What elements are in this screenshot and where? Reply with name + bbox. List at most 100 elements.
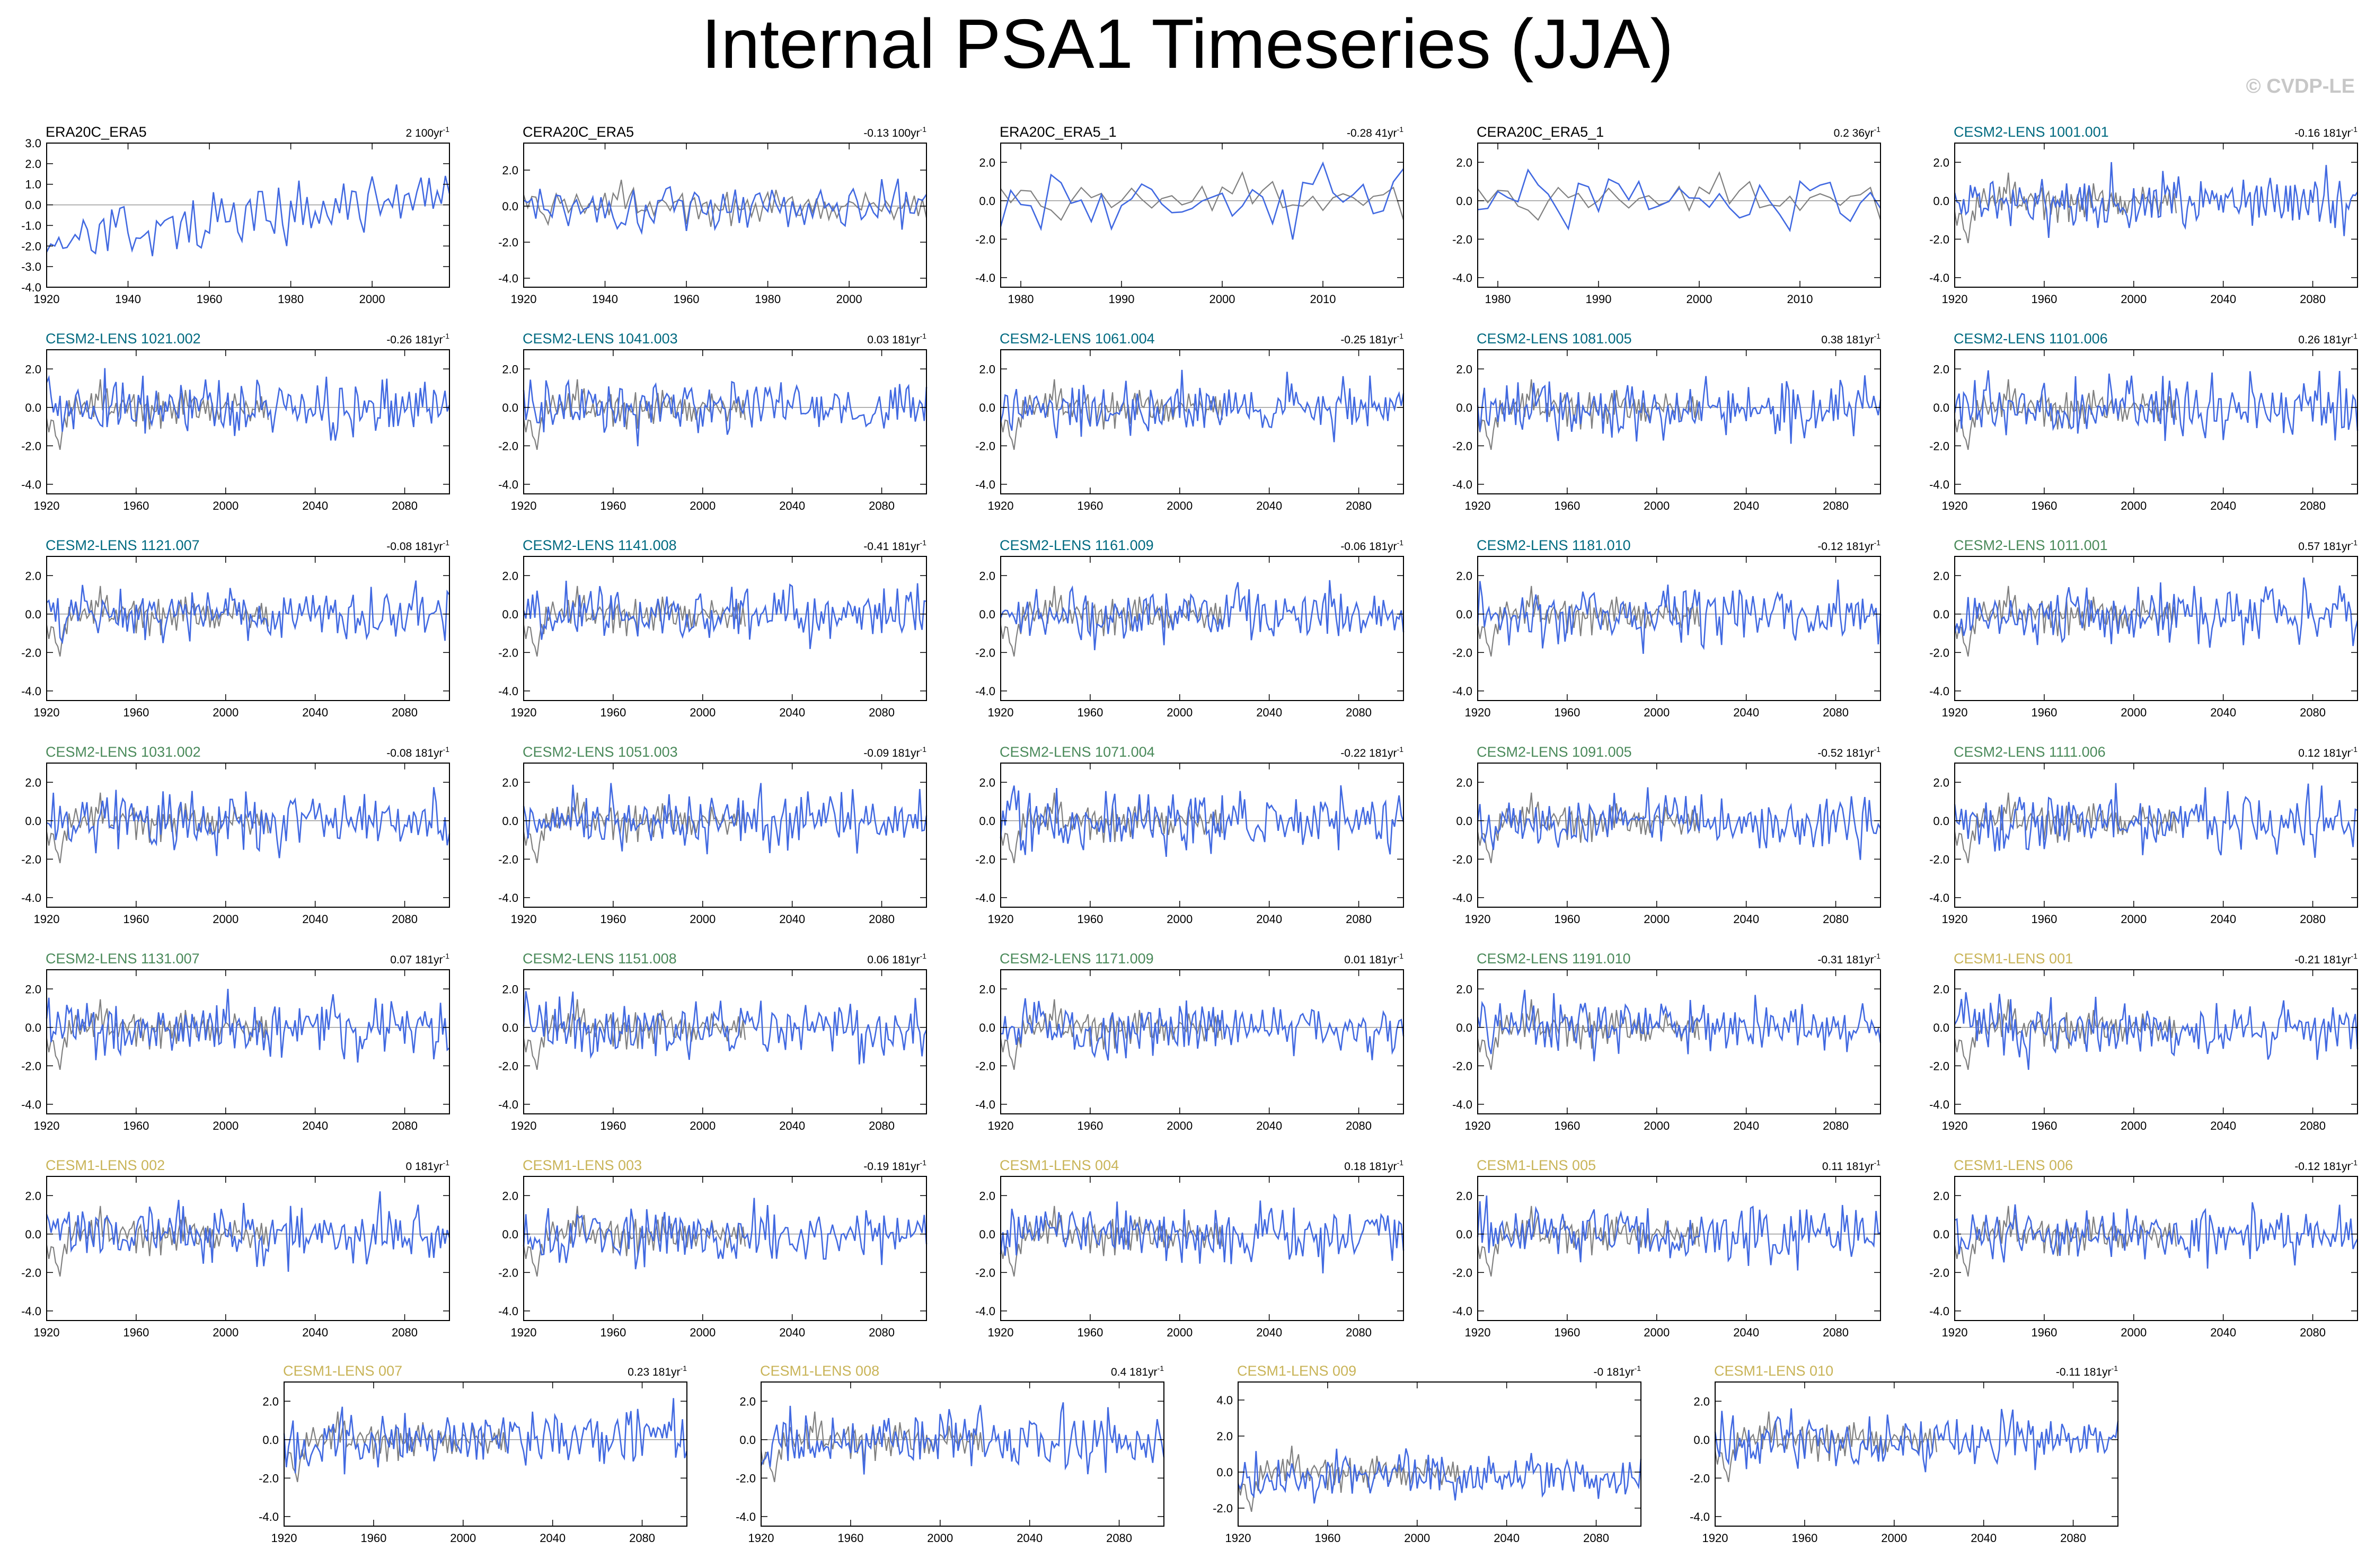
panel-5: CESM2-LENS 1001.001 -0.16 181yr-1 2.0 0.0 -2… [1929, 124, 2359, 306]
y-tick-label: 0.0 [1456, 814, 1472, 828]
y-tick-label: -2.0 [975, 1266, 995, 1279]
panel-28: CESM1-LENS 004 0.18 181yr-1 2.0 0.0 -2.0 -4.0… [975, 1157, 1405, 1339]
y-tick-label: 2.0 [1693, 1395, 1710, 1408]
observation-series-line [760, 1411, 984, 1482]
panel-title: CESM1-LENS 008 [760, 1363, 879, 1379]
x-tick-label: 2080 [2300, 1119, 2326, 1132]
x-tick-label: 1920 [1225, 1531, 1251, 1545]
y-tick-label: -2.0 [975, 1059, 995, 1073]
panel-frame [523, 143, 927, 288]
x-tick-label: 2000 [1167, 1119, 1193, 1132]
x-tick-label: 1960 [674, 293, 700, 306]
model-series-line [1000, 1200, 1405, 1274]
x-tick-label: 2040 [1017, 1531, 1043, 1545]
y-tick-label: 2.0 [979, 776, 995, 789]
x-tick-label: 1960 [1554, 499, 1580, 512]
panel-frame [1954, 143, 2358, 288]
y-tick-label: -4.0 [498, 1098, 518, 1111]
model-series-line [1000, 998, 1405, 1061]
x-tick-label: 2040 [302, 1326, 328, 1339]
x-tick-label: 1990 [1109, 293, 1135, 306]
y-tick-label: 2.0 [1456, 982, 1472, 996]
y-tick-label: 2.0 [1216, 1430, 1233, 1443]
panel-title: CERA20C_ERA5_1 [1477, 124, 1604, 140]
panel-trend: -0.06 181yr-1 [1340, 538, 1403, 553]
panel-title: CESM2-LENS 1141.008 [523, 537, 677, 553]
panel-trend: 0.2 36yr-1 [1834, 125, 1881, 139]
y-tick-label: 2.0 [1456, 569, 1472, 582]
panel-frame [1954, 1176, 2358, 1321]
y-tick-label: -2.0 [21, 1059, 41, 1073]
y-tick-label: -4.0 [498, 1305, 518, 1318]
y-tick-label: 1.0 [25, 178, 41, 191]
y-tick-label: -2.0 [975, 646, 995, 659]
x-tick-label: 1960 [1554, 706, 1580, 719]
x-tick-label: 1960 [123, 1326, 149, 1339]
x-tick-label: 2080 [1583, 1531, 1609, 1545]
y-tick-label: -2.0 [1452, 1266, 1472, 1279]
model-series-line [523, 991, 928, 1065]
x-tick-label: 2080 [2300, 913, 2326, 926]
observation-series-line [46, 379, 269, 450]
panel-16: CESM2-LENS 1031.002 -0.08 181yr-1 2.0 0.0 -2… [21, 744, 451, 926]
panel-trend: 0.26 181yr-1 [2298, 332, 2358, 346]
x-tick-label: 1920 [988, 1326, 1014, 1339]
y-tick-label: -2.0 [498, 439, 518, 453]
y-tick-label: 2.0 [739, 1395, 756, 1408]
y-tick-label: -1.0 [21, 219, 41, 232]
x-tick-label: 1920 [1942, 1326, 1968, 1339]
panel-title: CESM2-LENS 1001.001 [1954, 124, 2109, 140]
x-tick-label: 2080 [1346, 1119, 1372, 1132]
panel-22: CESM2-LENS 1151.008 0.06 181yr-1 2.0 0.0 -2.… [498, 951, 928, 1132]
panel-frame [1477, 143, 1881, 288]
panel-trend: -0.11 181yr-1 [2056, 1364, 2118, 1378]
x-tick-label: 2000 [1167, 706, 1193, 719]
x-tick-label: 1960 [1554, 1119, 1580, 1132]
x-tick-label: 2080 [2060, 1531, 2086, 1545]
x-tick-label: 2040 [779, 1326, 805, 1339]
x-tick-label: 1920 [1942, 293, 1968, 306]
x-tick-label: 2040 [1733, 1326, 1759, 1339]
y-tick-label: 2.0 [262, 1395, 279, 1408]
model-series-line [1477, 989, 1882, 1061]
y-tick-label: -4.0 [975, 685, 995, 698]
x-tick-label: 1920 [1465, 499, 1491, 512]
x-tick-label: 2080 [1106, 1531, 1132, 1545]
x-tick-label: 1920 [511, 293, 537, 306]
y-tick-label: -2.0 [975, 853, 995, 866]
y-tick-label: 2.0 [502, 362, 518, 376]
x-tick-label: 2080 [1346, 913, 1372, 926]
y-tick-label: -2.0 [21, 439, 41, 453]
panel-frame [46, 143, 450, 288]
panel-frame [1477, 1176, 1881, 1321]
y-tick-label: -4.0 [1929, 478, 1949, 491]
x-tick-label: 2000 [1167, 499, 1193, 512]
x-tick-label: 1920 [1942, 1119, 1968, 1132]
x-tick-label: 1920 [1942, 499, 1968, 512]
y-tick-label: 0.0 [502, 200, 518, 213]
y-tick-label: -2.0 [736, 1472, 756, 1485]
y-tick-label: -4.0 [498, 478, 518, 491]
y-tick-label: -4.0 [1929, 685, 1949, 698]
x-tick-label: 2040 [2210, 706, 2236, 719]
x-tick-label: 2000 [1644, 913, 1670, 926]
x-tick-label: 1960 [360, 1531, 386, 1545]
x-tick-label: 1960 [1791, 1531, 1817, 1545]
panel-title: CESM2-LENS 1071.004 [1000, 744, 1155, 760]
x-tick-label: 2080 [2300, 499, 2326, 512]
model-series-line [1477, 579, 1882, 654]
x-tick-label: 1960 [123, 706, 149, 719]
x-tick-label: 2040 [1733, 706, 1759, 719]
y-tick-label: 0.0 [979, 1021, 995, 1034]
panel-title: CESM2-LENS 1091.005 [1477, 744, 1632, 760]
x-tick-label: 1960 [123, 1119, 149, 1132]
x-tick-label: 2000 [2121, 706, 2147, 719]
y-tick-label: -4.0 [975, 1305, 995, 1318]
y-tick-label: 0.0 [1456, 1228, 1472, 1241]
panel-trend: 2 100yr-1 [406, 125, 450, 139]
panel-trend: -0 181yr-1 [1594, 1364, 1641, 1378]
panel-title: CESM2-LENS 1171.009 [1000, 951, 1154, 967]
model-series-line [1000, 580, 1405, 651]
observation-series-line [46, 586, 269, 657]
x-tick-label: 2010 [1310, 293, 1336, 306]
